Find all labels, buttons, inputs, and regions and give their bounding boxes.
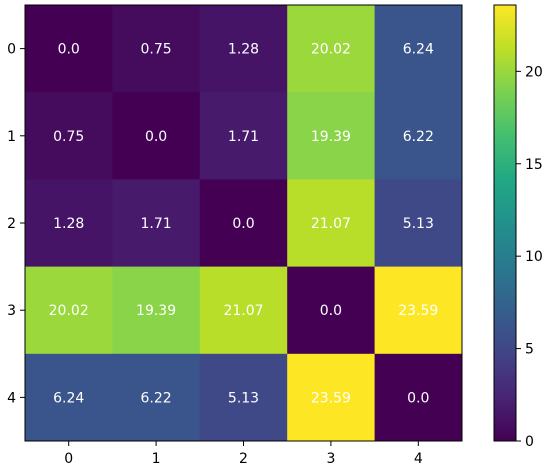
heatmap-cell-r2-c2 bbox=[199, 179, 288, 268]
heatmap-cell-r1-c1 bbox=[112, 92, 201, 180]
cell-label-r0-c0: 0.0 bbox=[58, 42, 80, 58]
cell-label-r4-c2: 5.13 bbox=[228, 390, 259, 406]
x-tick-label-2: 2 bbox=[239, 451, 248, 467]
heatmap-cell-r4-c1 bbox=[112, 353, 201, 442]
cell-label-r3-c2: 21.07 bbox=[223, 303, 263, 319]
x-axis: 0 1 2 3 4 bbox=[64, 441, 423, 467]
cell-label-r0-c4: 6.24 bbox=[403, 42, 434, 58]
x-tick-label-0: 0 bbox=[64, 451, 73, 467]
heatmap-cell-labels: 0.0 0.75 1.28 20.02 6.24 0.75 0.0 1.71 19.39 6.22… bbox=[49, 42, 439, 407]
cell-label-r2-c3: 21.07 bbox=[311, 216, 351, 232]
cell-label-r3-c4: 23.59 bbox=[398, 303, 438, 319]
colorbar-tick-label-3: 15 bbox=[525, 157, 543, 173]
cell-label-r0-c1: 0.75 bbox=[141, 42, 172, 58]
cell-label-r4-c4: 0.0 bbox=[407, 390, 429, 406]
heatmap-cell-r4-c3 bbox=[287, 353, 376, 442]
cell-label-r2-c2: 0.0 bbox=[232, 216, 254, 232]
heatmap-cell-r0-c3 bbox=[287, 5, 376, 93]
heatmap-cell-r3-c2 bbox=[199, 266, 288, 355]
cell-label-r3-c0: 20.02 bbox=[49, 303, 89, 319]
cell-label-r4-c1: 6.22 bbox=[141, 390, 172, 406]
cell-label-r3-c1: 19.39 bbox=[136, 303, 176, 319]
colorbar-tick-label-4: 20 bbox=[525, 64, 543, 80]
cell-label-r2-c1: 1.71 bbox=[141, 216, 172, 232]
x-tick-label-3: 3 bbox=[326, 451, 335, 467]
colorbar bbox=[493, 4, 517, 442]
heatmap-cell-r4-c2 bbox=[199, 353, 288, 442]
colorbar-axis: 0 5 10 15 20 bbox=[516, 64, 543, 450]
heatmap-cell-r0-c2 bbox=[199, 5, 288, 93]
x-tick-label-1: 1 bbox=[152, 451, 161, 467]
heatmap-cell-r3-c3 bbox=[287, 266, 376, 355]
heatmap-cell-r4-c4 bbox=[374, 353, 463, 442]
cell-label-r4-c0: 6.24 bbox=[53, 390, 84, 406]
y-axis: 0 1 2 3 4 bbox=[7, 42, 25, 406]
heatmap-cell-r4-c0 bbox=[25, 353, 113, 442]
heatmap-cell-r1-c2 bbox=[199, 92, 288, 180]
heatmap-cell-r0-c4 bbox=[374, 5, 463, 93]
cell-label-r2-c0: 1.28 bbox=[53, 216, 84, 232]
y-tick-label-1: 1 bbox=[7, 129, 16, 145]
heatmap-cell-r1-c3 bbox=[287, 92, 376, 180]
cell-label-r3-c3: 0.0 bbox=[320, 303, 342, 319]
cell-label-r2-c4: 5.13 bbox=[403, 216, 434, 232]
cell-label-r1-c3: 19.39 bbox=[311, 129, 351, 145]
x-tick-label-4: 4 bbox=[414, 451, 423, 467]
colorbar-tick-label-1: 5 bbox=[525, 342, 534, 358]
cell-label-r4-c3: 23.59 bbox=[311, 390, 351, 406]
heatmap-cell-r1-c4 bbox=[374, 92, 463, 180]
heatmap-cell-r2-c3 bbox=[287, 179, 376, 268]
heatmap-cells bbox=[25, 5, 463, 442]
y-tick-label-2: 2 bbox=[7, 216, 16, 232]
heatmap-cell-r1-c0 bbox=[25, 92, 113, 180]
cell-label-r1-c1: 0.0 bbox=[145, 129, 167, 145]
cell-label-r0-c3: 20.02 bbox=[311, 42, 351, 58]
heatmap-cell-r3-c0 bbox=[25, 266, 113, 355]
heatmap-cell-r0-c1 bbox=[112, 5, 201, 93]
heatmap-cell-r0-c0 bbox=[25, 5, 113, 93]
heatmap-cell-r2-c0 bbox=[25, 179, 113, 268]
cell-label-r1-c2: 1.71 bbox=[228, 129, 259, 145]
y-tick-label-3: 3 bbox=[7, 303, 16, 319]
heatmap-cell-r2-c1 bbox=[112, 179, 201, 268]
cell-label-r0-c2: 1.28 bbox=[228, 42, 259, 58]
y-tick-label-4: 4 bbox=[7, 390, 16, 406]
cell-label-r1-c0: 0.75 bbox=[53, 129, 84, 145]
heatmap-cell-r3-c4 bbox=[374, 266, 463, 355]
colorbar-tick-label-0: 0 bbox=[525, 434, 534, 450]
y-tick-label-0: 0 bbox=[7, 42, 16, 58]
colorbar-tick-label-2: 10 bbox=[525, 249, 543, 265]
cell-label-r1-c4: 6.22 bbox=[403, 129, 434, 145]
heatmap-cell-r2-c4 bbox=[374, 179, 463, 268]
heatmap-cell-r3-c1 bbox=[112, 266, 201, 355]
